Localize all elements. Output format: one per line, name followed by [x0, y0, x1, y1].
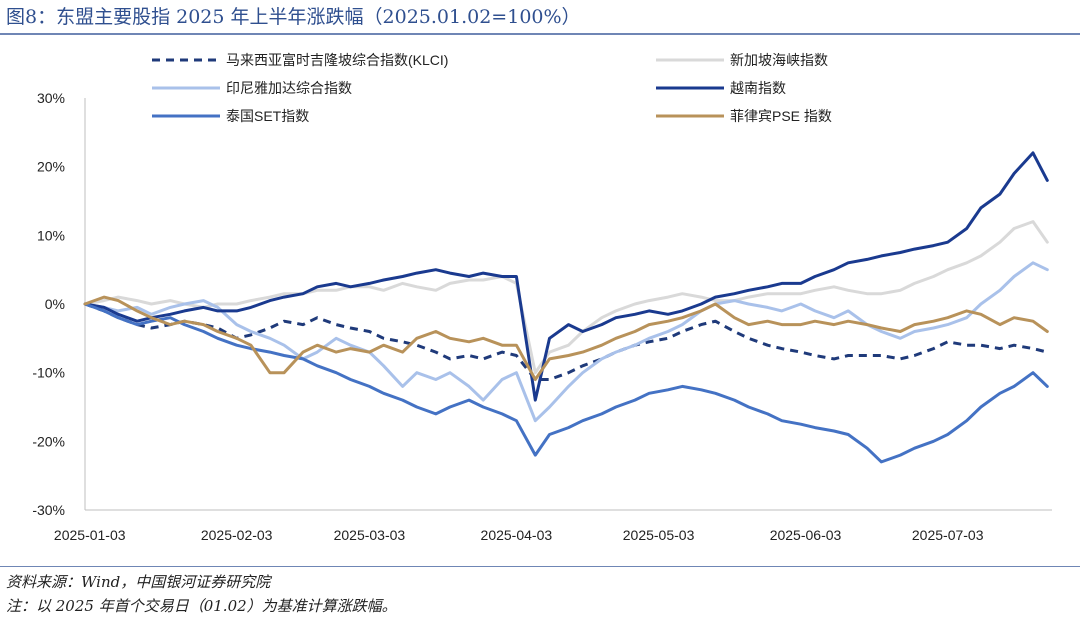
y-tick-label: 10%: [37, 227, 65, 243]
footer-divider: [0, 566, 1080, 567]
line-chart: 30% 20% 10% 0% -10% -20% -30% 2025-01-03 2025-02…: [32, 52, 1052, 543]
x-tick-label: 2025-06-03: [770, 527, 842, 543]
x-tick-label: 2025-07-03: [912, 527, 984, 543]
series-line-3: [83, 261, 1049, 423]
series-line-4: [83, 151, 1049, 402]
y-tick-label: -30%: [32, 502, 65, 518]
legend-label-5: 泰国SET指数: [226, 108, 309, 124]
y-tick-label: -10%: [32, 365, 65, 381]
legend-label-4: 越南指数: [730, 80, 786, 96]
series-line-5: [83, 302, 1049, 464]
series-line-6: [83, 295, 1049, 381]
y-tick-label: 30%: [37, 90, 65, 106]
x-tick-label: 2025-03-03: [334, 527, 406, 543]
legend-label-6: 菲律宾PSE 指数: [730, 108, 832, 124]
y-tick-label: -20%: [32, 433, 65, 449]
legend-label-1: 马来西亚富时吉隆坡综合指数(KLCI): [226, 52, 448, 68]
source-note: 资料来源：Wind，中国银河证券研究院: [6, 573, 271, 591]
x-tick-label: 2025-01-03: [54, 527, 126, 543]
chart-title: 图8：东盟主要股指 2025 年上半年涨跌幅（2025.01.02=100%）: [6, 6, 581, 28]
series-line-1: [84, 302, 1048, 381]
legend-label-3: 印尼雅加达综合指数: [226, 80, 352, 96]
footnote: 注：以 2025 年首个交易日（01.02）为基准计算涨跌幅。: [6, 597, 397, 615]
legend-label-2: 新加坡海峡指数: [730, 52, 828, 68]
x-tick-label: 2025-02-03: [201, 527, 273, 543]
series-line-2: [83, 220, 1049, 375]
x-tick-label: 2025-05-03: [623, 527, 695, 543]
title-divider: [0, 33, 1080, 35]
y-tick-label: 20%: [37, 159, 65, 175]
y-tick-label: 0%: [45, 296, 65, 312]
x-tick-label: 2025-04-03: [481, 527, 553, 543]
